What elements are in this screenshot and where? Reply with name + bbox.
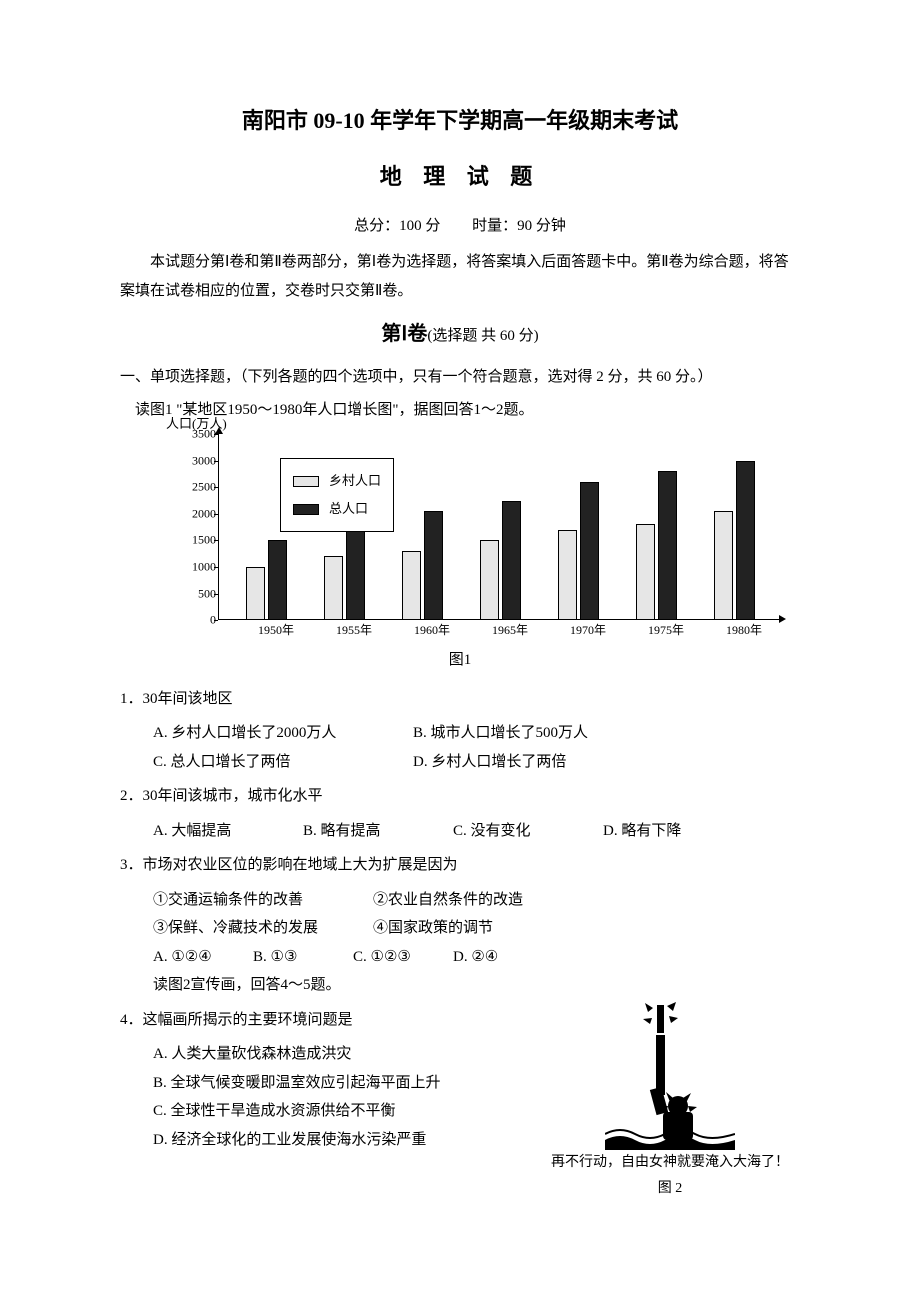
bar	[736, 461, 755, 620]
y-tick-mark	[214, 434, 218, 435]
q1-option-d: D. 乡村人口增长了两倍	[413, 748, 566, 777]
bar	[636, 524, 655, 620]
bar	[346, 524, 365, 620]
chart-legend: 乡村人口 总人口	[280, 458, 394, 532]
q2-option-b: B. 略有提高	[303, 817, 453, 846]
x-tick-label: 1960年	[392, 619, 472, 642]
q1-options-row: A. 乡村人口增长了2000万人 B. 城市人口增长了500万人	[153, 719, 800, 748]
bar	[424, 511, 443, 620]
q3-statement-3: ③保鲜、冷藏技术的发展	[153, 914, 373, 943]
legend-swatch-icon	[293, 504, 319, 515]
population-chart: 人口(万人) 1950年1955年1960年1965年1970年1975年198…	[160, 434, 800, 644]
y-tick-mark	[214, 487, 218, 488]
y-tick-mark	[214, 567, 218, 568]
q2-stem: 2．30年间该城市，城市化水平	[120, 782, 800, 811]
y-tick-label: 1500	[172, 529, 216, 552]
y-axis-arrow-icon	[215, 427, 223, 434]
q3-statements-row: ③保鲜、冷藏技术的发展 ④国家政策的调节	[153, 914, 800, 943]
legend-label: 总人口	[329, 497, 368, 522]
doc-intro: 本试题分第Ⅰ卷和第Ⅱ卷两部分，第Ⅰ卷为选择题，将答案填入后面答题卡中。第Ⅱ卷为综…	[120, 248, 800, 305]
x-tick-label: 1970年	[548, 619, 628, 642]
bar	[480, 540, 499, 620]
legend-label: 乡村人口	[329, 469, 381, 494]
x-tick-label: 1975年	[626, 619, 706, 642]
q3-option-c: C. ①②③	[353, 943, 453, 972]
legend-swatch-icon	[293, 476, 319, 487]
q4-option-b: B. 全球气候变暖即温室效应引起海平面上升	[153, 1069, 540, 1098]
x-tick-label: 1950年	[236, 619, 316, 642]
y-tick-label: 500	[172, 582, 216, 605]
q1-option-c: C. 总人口增长了两倍	[153, 748, 413, 777]
q3-options: A. ①②④ B. ①③ C. ①②③ D. ②④	[153, 943, 800, 972]
score-label: 总分：100 分	[354, 218, 440, 234]
q3-statements-row: ①交通运输条件的改善 ②农业自然条件的改造	[153, 886, 800, 915]
q1-stem: 1．30年间该地区	[120, 685, 800, 714]
doc-title-line1: 南阳市 09-10 年学年下学期高一年级期末考试	[120, 100, 800, 142]
y-tick-label: 2500	[172, 476, 216, 499]
q2-option-d: D. 略有下降	[603, 817, 753, 846]
q3-option-d: D. ②④	[453, 943, 553, 972]
q3-tail: 读图2宣传画，回答4～5题。	[153, 971, 800, 1000]
y-tick-label: 3500	[172, 423, 216, 446]
bar	[402, 551, 421, 620]
q2-option-c: C. 没有变化	[453, 817, 603, 846]
bar	[246, 567, 265, 620]
fig1-caption: 图1	[120, 646, 800, 675]
q4-option-a: A. 人类大量砍伐森林造成洪灾	[153, 1040, 540, 1069]
bar	[658, 471, 677, 620]
y-tick-mark	[214, 540, 218, 541]
legend-item: 乡村人口	[293, 469, 381, 494]
bar	[714, 511, 733, 620]
q4-option-d: D. 经济全球化的工业发展使海水污染严重	[153, 1126, 540, 1155]
section-1-rest: (选择题 共 60 分)	[427, 328, 538, 344]
time-label: 时量：90 分钟	[472, 218, 566, 234]
y-tick-mark	[214, 594, 218, 595]
doc-meta: 总分：100 分 时量：90 分钟	[120, 212, 800, 241]
y-tick-mark	[214, 620, 218, 621]
q2-option-a: A. 大幅提高	[153, 817, 303, 846]
doc-title-line2: 地 理 试 题	[120, 156, 800, 198]
y-tick-label: 2000	[172, 502, 216, 525]
legend-item: 总人口	[293, 497, 381, 522]
q3-option-a: A. ①②④	[153, 943, 253, 972]
x-tick-label: 1965年	[470, 619, 550, 642]
x-tick-label: 1955年	[314, 619, 394, 642]
bar	[580, 482, 599, 620]
bar	[502, 501, 521, 621]
q3-statement-2: ②农业自然条件的改造	[373, 886, 523, 915]
q3-stem: 3．市场对农业区位的影响在地域上大为扩展是因为	[120, 851, 800, 880]
section-1-bold: 第Ⅰ卷	[381, 323, 427, 345]
q3-statement-1: ①交通运输条件的改善	[153, 886, 373, 915]
q1-option-a: A. 乡村人口增长了2000万人	[153, 719, 413, 748]
bar	[558, 530, 577, 620]
q2-options: A. 大幅提高 B. 略有提高 C. 没有变化 D. 略有下降	[153, 817, 800, 846]
fig2-caption-line2: 图 2	[540, 1176, 800, 1203]
part1-instructions: 一、单项选择题，（下列各题的四个选项中，只有一个符合题意，选对得 2 分，共 6…	[120, 363, 800, 392]
fig2-caption-line1: 再不行动，自由女神就要淹入大海了！	[540, 1150, 800, 1177]
bar	[324, 556, 343, 620]
x-tick-label: 1980年	[704, 619, 784, 642]
y-tick-mark	[214, 461, 218, 462]
q4-option-c: C. 全球性干旱造成水资源供给不平衡	[153, 1097, 540, 1126]
q1-option-b: B. 城市人口增长了500万人	[413, 719, 588, 748]
q1-options-row: C. 总人口增长了两倍 D. 乡村人口增长了两倍	[153, 748, 800, 777]
q4-stem: 4．这幅画所揭示的主要环境问题是	[120, 1006, 540, 1035]
y-tick-label: 0	[172, 609, 216, 632]
q3-option-b: B. ①③	[253, 943, 353, 972]
statue-of-liberty-icon	[605, 1000, 735, 1150]
section-1-heading: 第Ⅰ卷(选择题 共 60 分)	[120, 315, 800, 353]
y-tick-label: 1000	[172, 556, 216, 579]
y-tick-label: 3000	[172, 449, 216, 472]
bar	[268, 540, 287, 620]
y-tick-mark	[214, 514, 218, 515]
q3-statement-4: ④国家政策的调节	[373, 914, 493, 943]
